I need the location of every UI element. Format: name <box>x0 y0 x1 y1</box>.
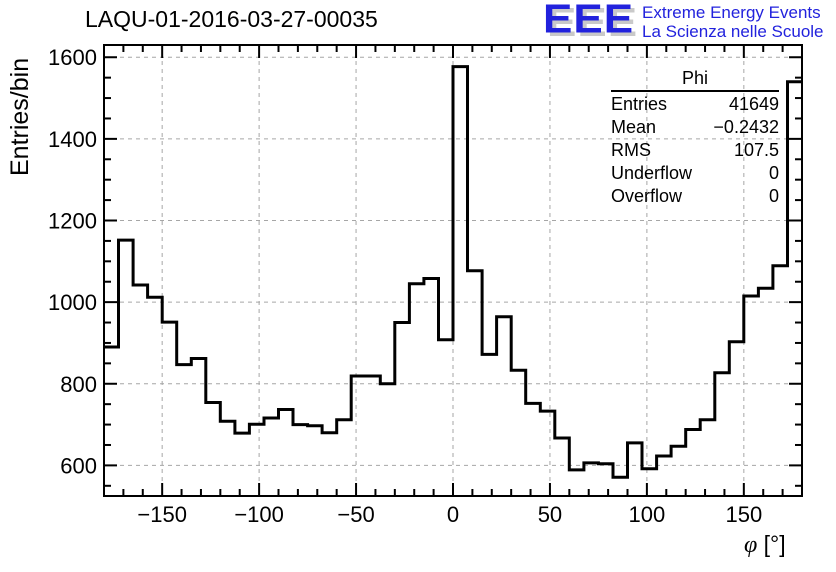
x-tick-label: 0 <box>447 502 459 527</box>
stats-row: Overflow 0 <box>611 185 779 207</box>
plot-frame <box>103 44 803 497</box>
stats-value: 107.5 <box>733 140 779 160</box>
x-tick-label: 50 <box>538 502 562 527</box>
x-tick-label: 100 <box>629 502 666 527</box>
x-axis-title: φ [°] <box>744 531 786 559</box>
plot-title: LAQU-01-2016-03-27-00035 <box>85 6 378 32</box>
stats-value: 0 <box>768 186 779 206</box>
stats-row: Underflow 0 <box>611 162 779 184</box>
x-axis-unit: [°] <box>763 531 786 557</box>
x-tick-label: −100 <box>234 502 284 527</box>
stats-row: RMS 107.5 <box>611 139 779 161</box>
y-axis-title: Entries/bin <box>6 57 34 176</box>
stats-box: Phi Entries 41649 Mean −0.2432 RMS 107.5 Under… <box>611 67 779 207</box>
y-tick-label: 1000 <box>48 290 97 315</box>
eee-logo-line1: Extreme Energy Events <box>642 3 821 22</box>
stats-label: Mean <box>611 117 657 137</box>
stats-label: RMS <box>611 140 651 160</box>
eee-logo-line2: La Scienza nelle Scuole <box>642 22 824 41</box>
histogram-line <box>104 65 802 479</box>
stats-row: Mean −0.2432 <box>611 116 779 138</box>
stats-box-rows: Entries 41649 Mean −0.2432 RMS 107.5 Underflow… <box>611 93 779 207</box>
y-tick-label: 1200 <box>48 209 97 234</box>
y-tick-label: 1600 <box>48 45 97 70</box>
stats-label: Entries <box>611 94 668 114</box>
x-tick-label: 150 <box>725 502 762 527</box>
x-tick-label: −150 <box>137 502 187 527</box>
stats-box-title: Phi <box>611 67 779 92</box>
stats-label: Underflow <box>611 163 693 183</box>
stats-label: Overflow <box>611 186 683 206</box>
stats-value: 0 <box>768 163 779 183</box>
eee-logo-acronym: EEE <box>543 0 635 42</box>
phi-symbol: φ <box>744 532 758 558</box>
stats-row: Entries 41649 <box>611 93 779 115</box>
x-tick-label: −50 <box>337 502 374 527</box>
stats-value: 41649 <box>728 94 779 114</box>
y-tick-label: 1400 <box>48 127 97 152</box>
stats-value: −0.2432 <box>713 117 779 137</box>
y-tick-label: 600 <box>60 453 97 478</box>
eee-logo-text: Extreme Energy Events La Scienza nelle S… <box>642 3 823 41</box>
y-tick-label: 800 <box>60 372 97 397</box>
eee-logo: EEE Extreme Energy Events La Scienza nel… <box>543 0 824 42</box>
